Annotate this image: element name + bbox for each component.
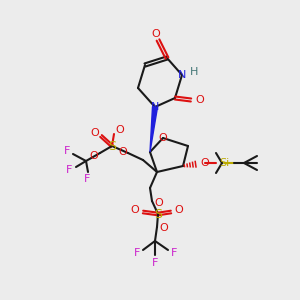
Text: O: O: [118, 147, 127, 157]
Polygon shape: [150, 107, 158, 152]
Text: F: F: [64, 146, 70, 156]
Text: O: O: [201, 158, 209, 168]
Text: N: N: [151, 102, 159, 112]
Text: F: F: [171, 248, 177, 258]
Text: H: H: [190, 67, 198, 77]
Text: O: O: [116, 125, 124, 135]
Text: F: F: [84, 174, 90, 184]
Text: Si: Si: [219, 158, 229, 168]
Text: O: O: [160, 223, 168, 233]
Text: O: O: [130, 205, 140, 215]
Text: F: F: [152, 258, 158, 268]
Text: O: O: [175, 205, 183, 215]
Text: S: S: [108, 140, 116, 152]
Text: O: O: [152, 29, 160, 39]
Text: F: F: [66, 165, 72, 175]
Text: O: O: [154, 198, 164, 208]
Text: O: O: [91, 128, 99, 138]
Text: F: F: [134, 248, 140, 258]
Text: S: S: [154, 208, 162, 220]
Text: N: N: [178, 70, 186, 80]
Text: O: O: [196, 95, 204, 105]
Text: O: O: [159, 133, 167, 143]
Text: O: O: [90, 151, 98, 161]
